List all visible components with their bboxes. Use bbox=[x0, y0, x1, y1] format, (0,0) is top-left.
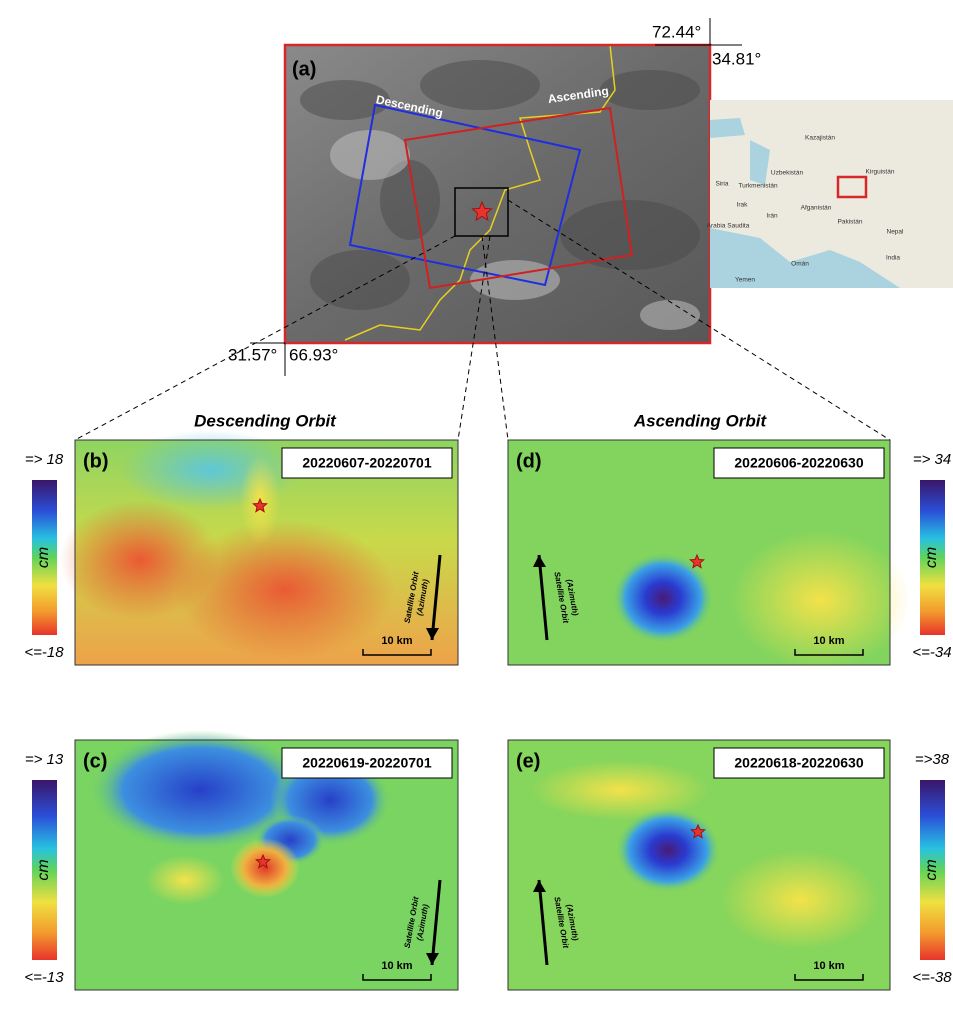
deformation bbox=[730, 530, 910, 670]
inset-label: Omán bbox=[791, 261, 809, 268]
panel-label: (b) bbox=[83, 450, 109, 472]
inset-label: Kirguistán bbox=[866, 169, 895, 176]
panel-label: (a) bbox=[292, 58, 316, 80]
deformation bbox=[230, 838, 300, 898]
date-label: 20220619-20220701 bbox=[302, 755, 431, 771]
colorbar-max: => 18 bbox=[25, 451, 64, 468]
inset-label: Turkmenistán bbox=[738, 183, 778, 190]
figure: (a)DescendingAscending72.44°34.81°31.57°… bbox=[0, 0, 953, 1014]
terrain bbox=[420, 60, 540, 110]
scale-label: 10 km bbox=[813, 960, 844, 972]
date-label: 20220606-20220630 bbox=[734, 455, 863, 471]
panel-label: (d) bbox=[516, 450, 542, 472]
inset-label: Irán bbox=[766, 213, 778, 220]
scale-label: 10 km bbox=[381, 635, 412, 647]
colorbar-unit: cm bbox=[923, 859, 940, 880]
inset-label: Yemen bbox=[735, 277, 755, 284]
inset-label: Pakistán bbox=[838, 219, 863, 226]
coord-label: 34.81° bbox=[712, 49, 761, 68]
colorbar-min: <=-34 bbox=[912, 644, 951, 661]
inset-label: India bbox=[886, 255, 900, 262]
inset-label: Arabia Saudita bbox=[707, 223, 750, 230]
colorbar-unit: cm bbox=[35, 547, 52, 568]
inset-label: Afganistán bbox=[801, 205, 832, 212]
colorbar-max: => 34 bbox=[913, 451, 951, 468]
deformation bbox=[60, 500, 220, 620]
inset-label: Kazajistán bbox=[805, 135, 835, 142]
colorbar-max: =>38 bbox=[915, 751, 950, 768]
coord-label: 66.93° bbox=[289, 345, 338, 364]
coord-label: 72.44° bbox=[652, 22, 701, 41]
scale-label: 10 km bbox=[813, 635, 844, 647]
date-label: 20220607-20220701 bbox=[302, 455, 431, 471]
sea bbox=[710, 118, 745, 138]
terrain bbox=[310, 250, 410, 310]
deformation bbox=[616, 808, 720, 892]
panel-label: (e) bbox=[516, 750, 540, 772]
deformation bbox=[145, 855, 225, 905]
scale-label: 10 km bbox=[381, 960, 412, 972]
coord-label: 31.57° bbox=[228, 345, 277, 364]
colorbar-unit: cm bbox=[923, 547, 940, 568]
inset-label: Irak bbox=[737, 202, 749, 209]
colorbar-min: <=-38 bbox=[912, 969, 952, 986]
colorbar-unit: cm bbox=[35, 859, 52, 880]
deformation bbox=[613, 553, 713, 643]
inset-label: Uzbekistán bbox=[771, 170, 804, 177]
colorbar-max: => 13 bbox=[25, 751, 64, 768]
date-label: 20220618-20220630 bbox=[734, 755, 863, 771]
colorbar-min: <=-18 bbox=[24, 644, 64, 661]
deformation bbox=[720, 850, 880, 950]
inset-label: Nepal bbox=[887, 229, 905, 236]
column-title: Descending Orbit bbox=[194, 411, 337, 430]
column-title: Ascending Orbit bbox=[633, 411, 768, 430]
colorbar-min: <=-13 bbox=[24, 969, 64, 986]
inset-label: Siria bbox=[715, 181, 728, 188]
panel-label: (c) bbox=[83, 750, 107, 772]
